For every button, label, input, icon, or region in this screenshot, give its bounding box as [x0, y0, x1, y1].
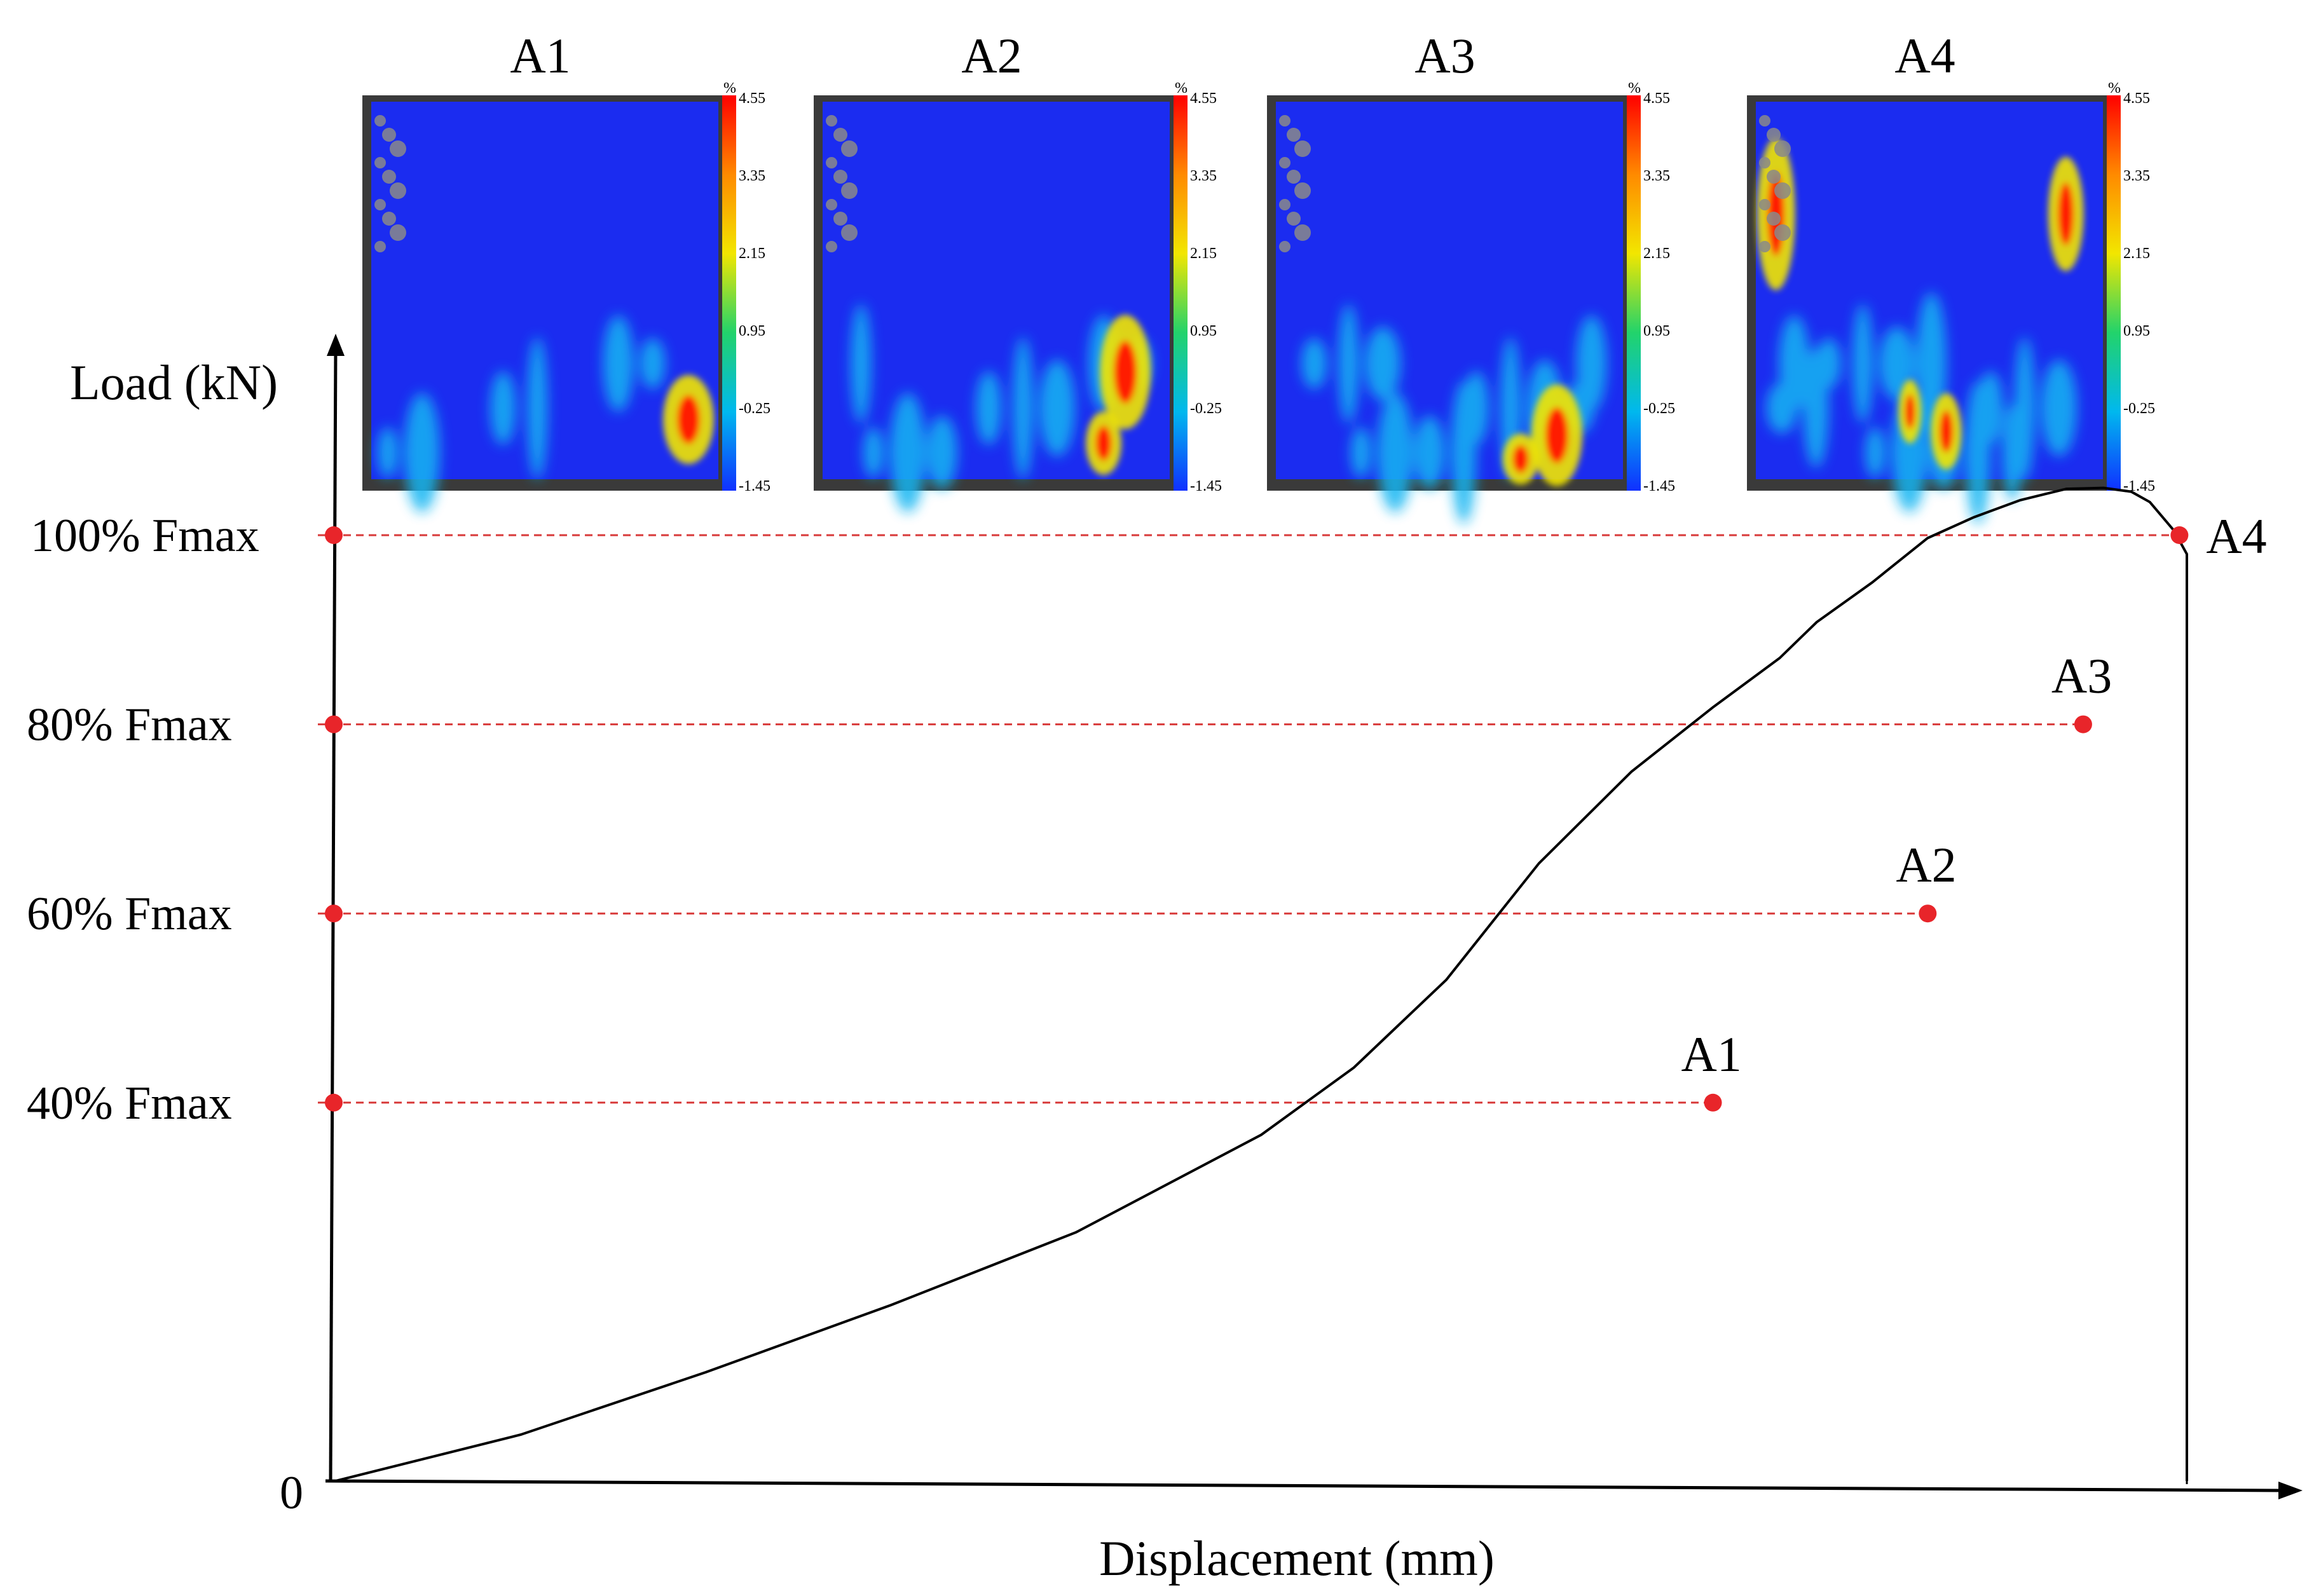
colorbar-tick-label: -1.45 — [1643, 478, 1675, 494]
colorbar-a4 — [2107, 95, 2121, 491]
strain-map-a1: 4.55 3.35 2.15 0.95 -0.25 -1.45% A1 — [362, 28, 770, 512]
x-axis-label: Displacement (mm) — [1099, 1531, 1495, 1586]
axis-marker-a3 — [325, 715, 343, 733]
colorbar-unit-label: % — [1175, 80, 1188, 97]
axis-marker-a4 — [325, 526, 343, 544]
colorbar-tick-label: 4.55 — [2123, 90, 2150, 107]
y-tick-labels: 40% Fmax 60% Fmax 80% Fmax 100% Fmax — [27, 510, 259, 1129]
axis-marker-a1 — [325, 1093, 343, 1112]
strain-map-title: A4 — [1894, 28, 1955, 83]
guide-lines — [318, 534, 2180, 1104]
colorbar-unit-label: % — [1628, 80, 1641, 97]
colorbar-tick-label: 2.15 — [1643, 245, 1670, 262]
colorbar-a2 — [1174, 95, 1188, 491]
axis-marker-a2 — [325, 904, 343, 923]
colorbar-tick-label: -0.25 — [1190, 400, 1222, 417]
colorbar-unit-label: % — [2108, 80, 2121, 97]
colorbar-a3 — [1627, 95, 1641, 491]
point-label-a3: A3 — [2051, 648, 2112, 704]
y-axis-label: Load (kN) — [70, 355, 278, 410]
colorbar-tick-label: 0.95 — [1643, 323, 1670, 339]
point-marker-a4 — [2170, 526, 2189, 544]
point-label-a1: A1 — [1681, 1026, 1742, 1082]
colorbar-tick-label: 2.15 — [2123, 245, 2150, 262]
colorbar-a1 — [722, 95, 736, 491]
y-axis-arrowhead — [327, 334, 345, 356]
point-labels: A1 A2 A3 A4 — [1681, 508, 2267, 1082]
origin-label: 0 — [280, 1467, 303, 1519]
strain-map-title: A2 — [961, 28, 1022, 83]
x-axis — [325, 1479, 2283, 1492]
colorbar-tick-label: 4.55 — [1190, 90, 1217, 107]
colorbar-tick-label: 0.95 — [739, 323, 765, 339]
strain-map-a2: 4.55 3.35 2.15 0.95 -0.25 -1.45% A2 — [814, 28, 1222, 512]
strain-map-a4: 4.553.352.150.95-0.25-1.45%A4 — [1747, 28, 2155, 524]
colorbar-tick-label: -1.45 — [1190, 478, 1222, 494]
colorbar-tick-label: -1.45 — [739, 478, 770, 494]
strain-map-title: A1 — [510, 28, 570, 83]
x-axis-arrowhead — [2278, 1482, 2303, 1499]
strain-map-a3: 4.55 3.35 2.15 0.95 -0.25 -1.45% A3 — [1267, 28, 1675, 524]
y-tick-label: 100% Fmax — [31, 510, 259, 562]
strain-map-panels: 4.55 3.35 2.15 0.95 -0.25 -1.45% A1 4.55 3.35 2.1… — [362, 28, 2155, 524]
colorbar-unit-label: % — [723, 80, 736, 97]
load-displacement-curve — [335, 486, 2188, 1482]
strain-map-title: A3 — [1414, 28, 1475, 83]
colorbar-tick-label: -0.25 — [739, 400, 770, 417]
colorbar-tick-label: 2.15 — [739, 245, 765, 262]
colorbar-tick-label: 3.35 — [739, 168, 765, 184]
colorbar-tick-label: -0.25 — [1643, 400, 1675, 417]
colorbar-tick-label: 3.35 — [2123, 168, 2150, 184]
colorbar-tick-label: 0.95 — [2123, 323, 2150, 339]
colorbar-tick-label: 4.55 — [739, 90, 765, 107]
point-label-a2: A2 — [1896, 837, 1956, 892]
colorbar-tick-label: 3.35 — [1190, 168, 1217, 184]
colorbar-tick-label: 4.55 — [1643, 90, 1670, 107]
point-marker-a2 — [1919, 904, 1937, 923]
colorbar-tick-label: 2.15 — [1190, 245, 1217, 262]
colorbar-tick-label: 0.95 — [1190, 323, 1217, 339]
point-marker-a1 — [1704, 1093, 1722, 1112]
y-tick-label: 60% Fmax — [27, 888, 232, 940]
data-point-markers — [325, 526, 2189, 1112]
colorbar-tick-label: 3.35 — [1643, 168, 1670, 184]
point-label-a4: A4 — [2206, 508, 2266, 564]
y-tick-label: 80% Fmax — [27, 699, 232, 751]
point-marker-a3 — [2074, 715, 2092, 733]
colorbar-tick-label: -0.25 — [2123, 400, 2155, 417]
y-tick-label: 40% Fmax — [27, 1077, 232, 1129]
